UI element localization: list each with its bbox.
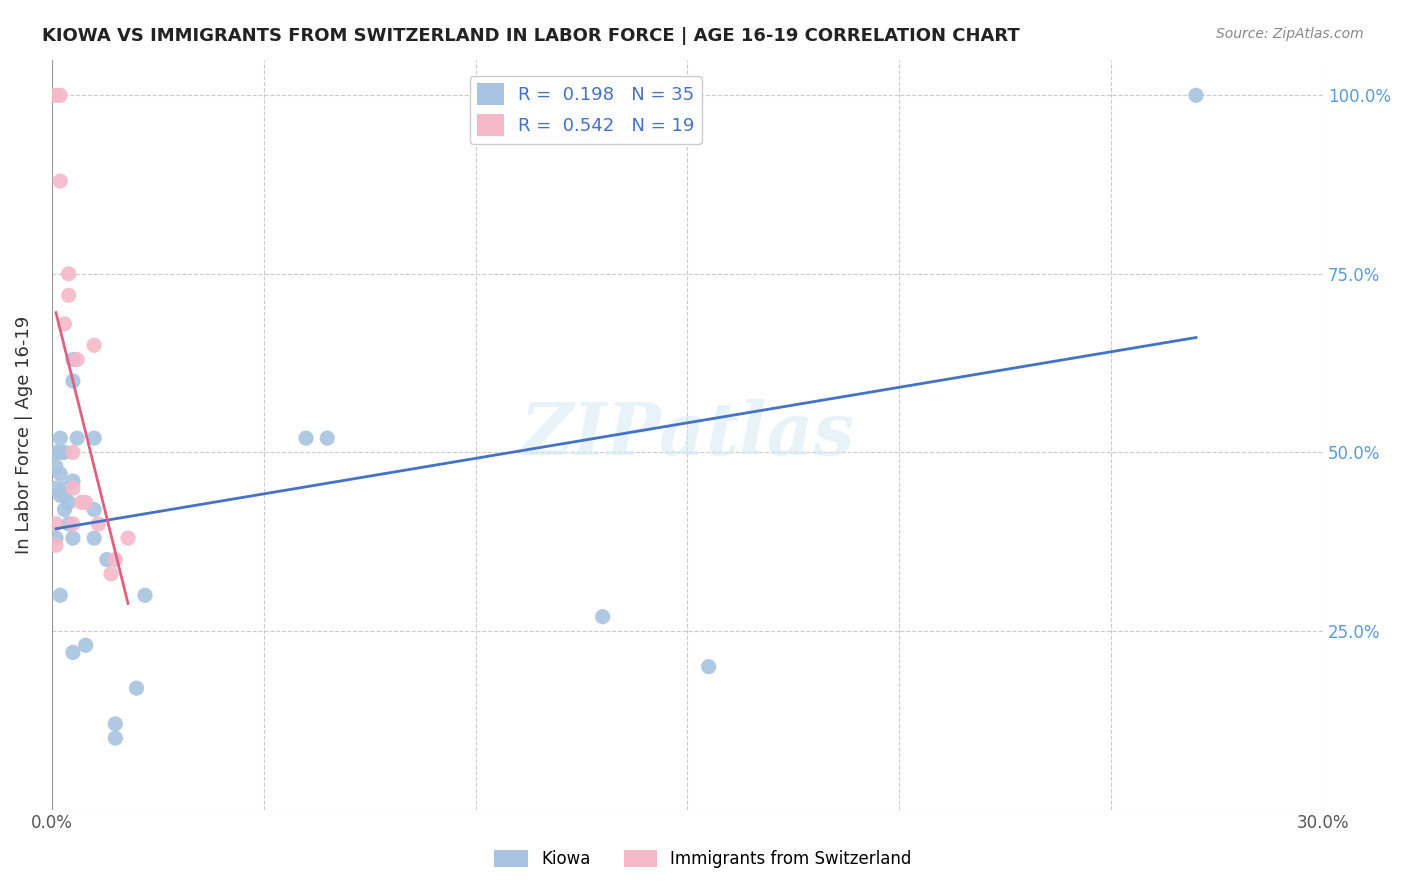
Point	[45, 459, 67, 474]
Text: Source: ZipAtlas.com: Source: ZipAtlas.com	[1216, 27, 1364, 41]
Point	[316, 431, 339, 445]
Point	[62, 352, 84, 367]
Point	[75, 638, 97, 652]
Point	[62, 474, 84, 488]
Point	[70, 495, 93, 509]
Point	[134, 588, 156, 602]
Point	[45, 531, 67, 545]
Point	[49, 488, 72, 502]
Point	[45, 538, 67, 552]
Y-axis label: In Labor Force | Age 16-19: In Labor Force | Age 16-19	[15, 316, 32, 554]
Point	[117, 531, 139, 545]
Point	[53, 488, 76, 502]
Point	[53, 481, 76, 495]
Point	[53, 502, 76, 516]
Point	[66, 352, 89, 367]
Point	[49, 445, 72, 459]
Point	[75, 495, 97, 509]
Point	[49, 588, 72, 602]
Point	[62, 445, 84, 459]
Point	[83, 338, 105, 352]
Point	[697, 659, 720, 673]
Point	[58, 516, 80, 531]
Legend: Kiowa, Immigrants from Switzerland: Kiowa, Immigrants from Switzerland	[488, 843, 918, 875]
Point	[53, 317, 76, 331]
Point	[45, 88, 67, 103]
Point	[53, 445, 76, 459]
Point	[62, 481, 84, 495]
Point	[83, 431, 105, 445]
Point	[45, 481, 67, 495]
Point	[58, 495, 80, 509]
Point	[83, 531, 105, 545]
Text: ZIPatlas: ZIPatlas	[520, 399, 855, 470]
Point	[58, 288, 80, 302]
Point	[49, 431, 72, 445]
Text: KIOWA VS IMMIGRANTS FROM SWITZERLAND IN LABOR FORCE | AGE 16-19 CORRELATION CHAR: KIOWA VS IMMIGRANTS FROM SWITZERLAND IN …	[42, 27, 1019, 45]
Point	[104, 552, 127, 566]
Point	[66, 431, 89, 445]
Legend: R =  0.198   N = 35, R =  0.542   N = 19: R = 0.198 N = 35, R = 0.542 N = 19	[470, 76, 702, 144]
Point	[58, 267, 80, 281]
Point	[592, 609, 614, 624]
Point	[49, 467, 72, 481]
Point	[1185, 88, 1208, 103]
Point	[96, 552, 118, 566]
Point	[49, 88, 72, 103]
Point	[125, 681, 148, 695]
Point	[104, 716, 127, 731]
Point	[45, 516, 67, 531]
Point	[62, 531, 84, 545]
Point	[45, 445, 67, 459]
Point	[100, 566, 122, 581]
Point	[62, 645, 84, 659]
Point	[83, 502, 105, 516]
Point	[295, 431, 318, 445]
Point	[104, 731, 127, 745]
Point	[49, 174, 72, 188]
Point	[62, 516, 84, 531]
Point	[87, 516, 110, 531]
Point	[62, 374, 84, 388]
